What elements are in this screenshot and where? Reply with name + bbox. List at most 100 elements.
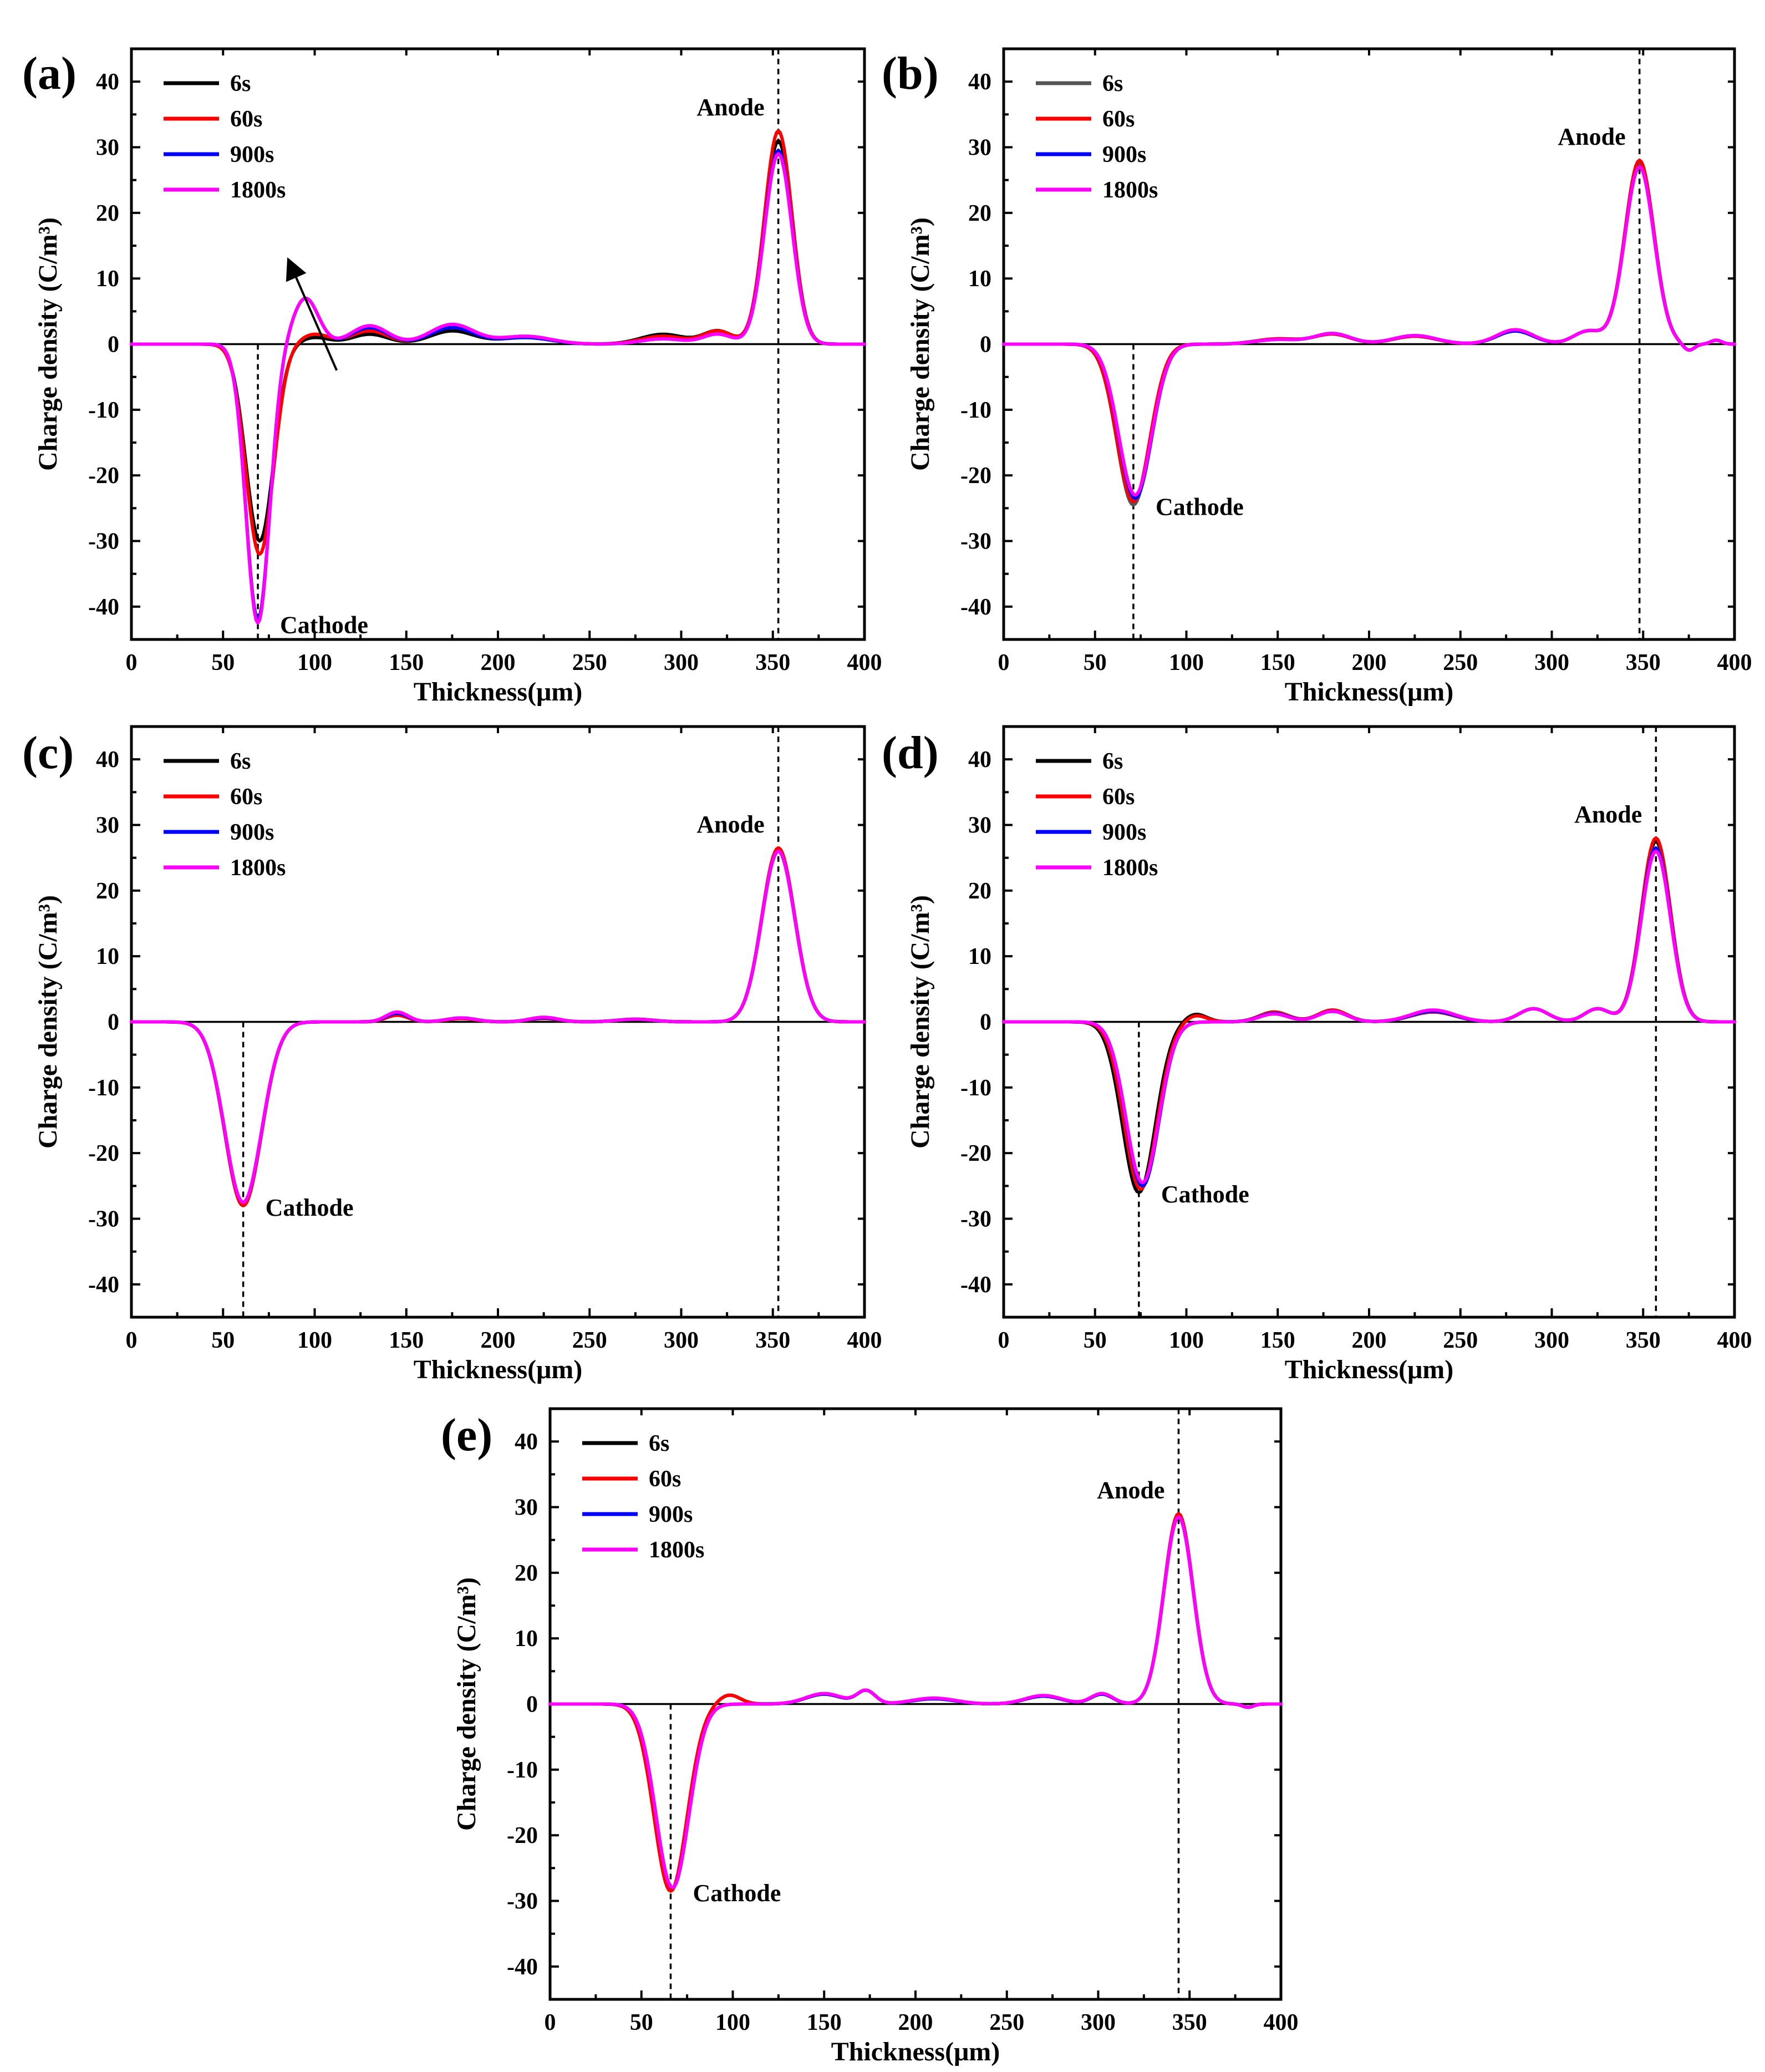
y-tick-label: -10 bbox=[88, 1075, 119, 1101]
x-tick-label: 200 bbox=[898, 2010, 933, 2035]
series-line-1800s bbox=[1002, 849, 1736, 1185]
y-tick-label: 10 bbox=[96, 944, 119, 969]
chart-panel-e: 0 50 100 150 200 250 300 350 400 -40 -30 -20 -10 0 10 2… bbox=[441, 1407, 1299, 2066]
x-tick-label: 350 bbox=[755, 1328, 790, 1353]
legend-label: 900s bbox=[230, 142, 274, 167]
y-tick-label: -20 bbox=[88, 1141, 119, 1166]
y-tick-label: 30 bbox=[968, 135, 991, 161]
y-tick-label: 0 bbox=[980, 1010, 991, 1035]
x-tick-label: 250 bbox=[1443, 650, 1478, 676]
x-tick-label: 200 bbox=[481, 1328, 516, 1353]
anode-label: Anode bbox=[696, 94, 764, 121]
x-tick-label: 50 bbox=[211, 650, 235, 676]
chart-panel-a: 0 50 100 150 200 250 300 350 400 -40 -30 -20 -10 0 10 2… bbox=[22, 47, 882, 707]
x-axis-title: Thickness(μm) bbox=[414, 1355, 583, 1384]
x-tick-label: 50 bbox=[1084, 1328, 1107, 1353]
x-tick-label: 400 bbox=[847, 650, 882, 676]
y-tick-label: -40 bbox=[88, 1272, 119, 1298]
x-tick-label: 250 bbox=[989, 2010, 1024, 2035]
x-axis-title: Thickness(μm) bbox=[831, 2037, 1000, 2066]
legend-label: 900s bbox=[1102, 142, 1146, 167]
y-tick-label: -20 bbox=[960, 1141, 991, 1166]
x-tick-label: 50 bbox=[1084, 650, 1107, 676]
x-tick-label: 300 bbox=[1534, 650, 1569, 676]
y-tick-label: 40 bbox=[96, 747, 119, 773]
y-tick-label: -30 bbox=[88, 529, 119, 555]
x-tick-label: 0 bbox=[998, 650, 1010, 676]
x-tick-label: 150 bbox=[1260, 650, 1295, 676]
y-tick-label: 10 bbox=[96, 266, 119, 292]
y-tick-label: -40 bbox=[960, 595, 991, 620]
panel-label: (e) bbox=[441, 1409, 492, 1461]
y-tick-label: 20 bbox=[968, 201, 991, 226]
anode-label: Anode bbox=[1097, 1476, 1164, 1504]
y-tick-label: 10 bbox=[968, 944, 991, 969]
legend-label: 1800s bbox=[1102, 177, 1158, 203]
anode-label: Anode bbox=[1558, 123, 1625, 150]
y-tick-label: 0 bbox=[980, 332, 991, 358]
x-tick-label: 350 bbox=[755, 650, 790, 676]
y-axis-title: Charge density (C/m³) bbox=[906, 895, 935, 1149]
x-tick-label: 150 bbox=[807, 2010, 842, 2035]
chart-panel-d: 0 50 100 150 200 250 300 350 400 -40 -30 -20 -10 0 10 2… bbox=[882, 725, 1752, 1384]
x-tick-label: 150 bbox=[389, 1328, 424, 1353]
x-tick-label: 0 bbox=[998, 1328, 1010, 1353]
y-tick-label: 20 bbox=[96, 201, 119, 226]
x-tick-label: 300 bbox=[1081, 2010, 1116, 2035]
y-tick-label: 0 bbox=[108, 332, 119, 358]
series-line-6s bbox=[1002, 840, 1736, 1195]
y-tick-label: 20 bbox=[515, 1561, 538, 1586]
y-tick-label: -20 bbox=[507, 1823, 538, 1848]
y-tick-label: -20 bbox=[960, 463, 991, 489]
x-tick-label: 100 bbox=[297, 650, 332, 676]
x-tick-label: 350 bbox=[1626, 650, 1661, 676]
x-tick-label: 100 bbox=[1169, 1328, 1204, 1353]
x-tick-label: 300 bbox=[664, 650, 699, 676]
y-tick-label: 40 bbox=[968, 747, 991, 773]
y-axis-title: Charge density (C/m³) bbox=[906, 217, 935, 471]
series-line-60s bbox=[1002, 159, 1736, 504]
y-tick-label: 40 bbox=[515, 1429, 538, 1455]
panel-label: (a) bbox=[22, 48, 77, 99]
series-line-6s bbox=[130, 849, 866, 1207]
legend-label: 6s bbox=[1102, 71, 1123, 97]
y-tick-label: -10 bbox=[507, 1758, 538, 1783]
series-line-900s bbox=[1002, 846, 1736, 1188]
y-tick-label: 30 bbox=[96, 813, 119, 839]
x-tick-label: 400 bbox=[847, 1328, 882, 1353]
x-tick-label: 300 bbox=[1534, 1328, 1569, 1353]
series-line-1800s bbox=[130, 849, 866, 1204]
y-axis-title: Charge density (C/m³) bbox=[452, 1577, 481, 1831]
cathode-label: Cathode bbox=[1161, 1181, 1249, 1208]
x-tick-label: 350 bbox=[1172, 2010, 1207, 2035]
legend-label: 900s bbox=[230, 820, 274, 845]
trend-arrow bbox=[286, 257, 338, 371]
y-tick-label: -30 bbox=[507, 1889, 538, 1914]
cathode-label: Cathode bbox=[693, 1880, 781, 1907]
x-tick-label: 400 bbox=[1717, 650, 1752, 676]
legend-label: 1800s bbox=[230, 177, 286, 203]
series-line-900s bbox=[130, 849, 866, 1204]
y-tick-label: 20 bbox=[968, 878, 991, 904]
y-tick-label: -30 bbox=[88, 1207, 119, 1232]
y-tick-label: 30 bbox=[515, 1495, 538, 1521]
series-line-900s bbox=[130, 149, 866, 622]
legend-label: 900s bbox=[1102, 820, 1146, 845]
panel-label: (c) bbox=[22, 727, 74, 779]
legend-label: 60s bbox=[230, 106, 262, 132]
x-tick-label: 250 bbox=[572, 1328, 607, 1353]
cathode-label: Cathode bbox=[1156, 493, 1244, 520]
series-line-1800s bbox=[1002, 165, 1736, 497]
anode-label: Anode bbox=[696, 811, 764, 838]
legend-label: 1800s bbox=[1102, 855, 1158, 881]
x-tick-label: 400 bbox=[1264, 2010, 1299, 2035]
y-tick-label: -40 bbox=[507, 1954, 538, 1980]
x-tick-label: 0 bbox=[126, 650, 138, 676]
y-tick-label: 20 bbox=[96, 878, 119, 904]
x-tick-label: 0 bbox=[545, 2010, 556, 2035]
y-tick-label: -10 bbox=[88, 398, 119, 423]
series-line-60s bbox=[130, 846, 866, 1207]
x-tick-label: 250 bbox=[1443, 1328, 1478, 1353]
y-tick-label: -40 bbox=[88, 595, 119, 620]
x-tick-label: 400 bbox=[1717, 1328, 1752, 1353]
